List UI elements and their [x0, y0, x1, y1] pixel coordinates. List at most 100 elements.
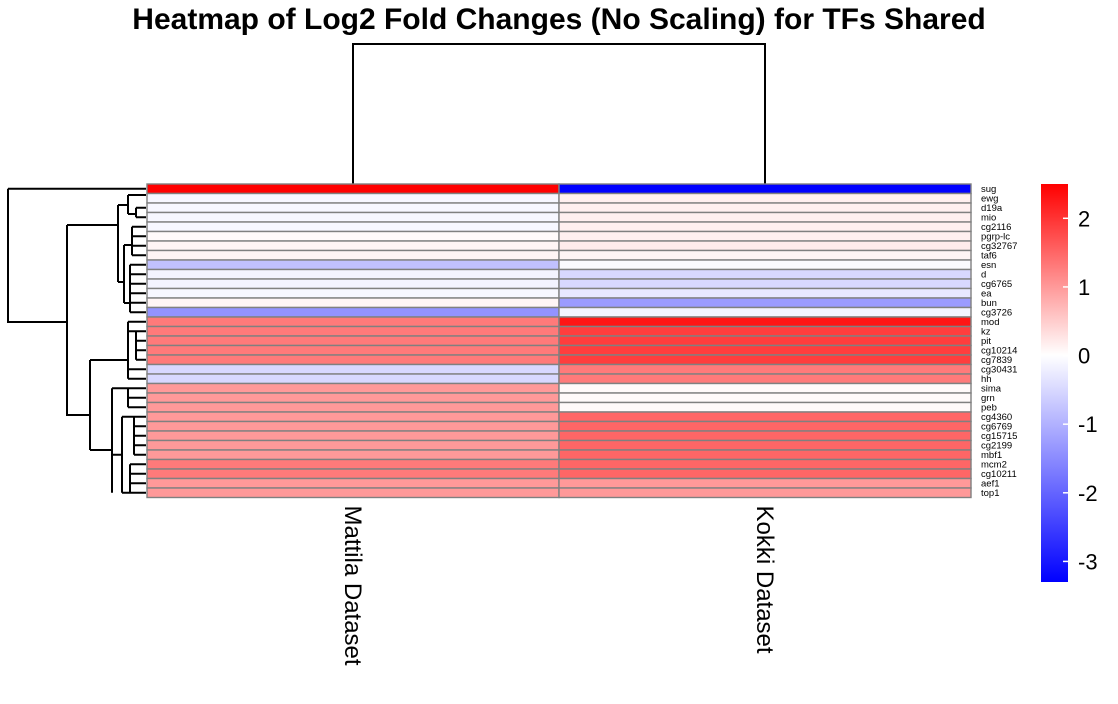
row-dendrogram-branch — [134, 415, 146, 428]
heatmap-cell-d-col1 — [146, 268, 560, 280]
chart-title: Heatmap of Log2 Fold Changes (No Scaling… — [132, 3, 985, 36]
heatmap-cell-hh-col1 — [146, 373, 560, 385]
row-dendrogram-branch — [128, 387, 146, 409]
row-label: pgrp-lc — [981, 232, 1010, 243]
row-label: mcm2 — [981, 460, 1007, 471]
heatmap-cell-mcm2-col2 — [558, 458, 972, 470]
row-label: taf6 — [981, 251, 997, 262]
heatmap-cell-mbf1-col2 — [558, 449, 972, 461]
row-label: d19a — [981, 203, 1003, 214]
heatmap-cell-mod-col2 — [558, 316, 972, 328]
colorbar-gradient — [1041, 184, 1068, 582]
heatmap-cell-sug-col1 — [146, 183, 560, 195]
row-dendrogram-branch — [130, 482, 146, 494]
heatmap-cell-cg30431-col1 — [146, 363, 560, 375]
row-dendrogram-branch — [90, 388, 113, 493]
heatmap-cell-cg7839-col2 — [558, 354, 972, 366]
row-dendrogram-branch — [124, 226, 133, 256]
row-dendrogram-branch — [112, 387, 129, 408]
colorbar-legend: 2 1 0 -1 -2 -3 — [1041, 184, 1098, 582]
heatmap-cell-cg6765-col1 — [146, 278, 560, 290]
row-dendrogram-branch — [122, 415, 135, 455]
row-label: sima — [981, 384, 1002, 395]
heatmap-cell-esn-col1 — [146, 259, 560, 271]
row-label: grn — [981, 393, 995, 404]
row-label: cg7839 — [981, 355, 1012, 366]
colorbar-tick-label: -2 — [1078, 481, 1098, 506]
heatmap-cell-cg32767-col1 — [146, 240, 560, 252]
row-dendrogram-branch — [132, 225, 146, 238]
heatmap-cell-cg3726-col2 — [558, 306, 972, 318]
row-label: cg6769 — [981, 422, 1012, 433]
row-dendrogram-branch — [130, 301, 146, 314]
row-dendrogram-branch — [118, 195, 129, 214]
heatmap-cell-cg10214-col2 — [558, 344, 972, 356]
heatmap-cell-mod-col1 — [146, 316, 560, 328]
row-dendrogram-branch — [130, 463, 146, 475]
heatmap-cell-cg6769-col1 — [146, 420, 560, 432]
heatmap-cell-cg6769-col2 — [558, 420, 972, 432]
heatmap-cell-mcm2-col1 — [146, 458, 560, 470]
heatmap-cell-sima-col2 — [558, 382, 972, 394]
row-dendrogram-branch — [124, 264, 131, 313]
heatmap-cell-ewg-col1 — [146, 192, 560, 204]
heatmap-cell-cg15715-col2 — [558, 430, 972, 442]
row-label: d — [981, 270, 986, 281]
heatmap-cells — [146, 183, 972, 499]
heatmap-cell-taf6-col1 — [146, 249, 560, 261]
row-dendrogram-branch — [136, 206, 146, 219]
row-label: mbf1 — [981, 450, 1002, 461]
row-label: peb — [981, 403, 997, 414]
column-dendrogram — [352, 43, 766, 184]
row-dendrogram-branch — [130, 282, 146, 295]
row-dendrogram-branch — [7, 188, 67, 323]
row-dendrogram-branch — [128, 368, 146, 380]
heatmap-cell-pit-col2 — [558, 335, 972, 347]
heatmap-cell-cg10211-col1 — [146, 468, 560, 480]
column-label: Mattila Dataset — [339, 506, 366, 666]
colorbar-tick-label: 1 — [1078, 275, 1090, 300]
colorbar-tick-label: 2 — [1078, 206, 1090, 231]
heatmap-cell-cg32767-col2 — [558, 240, 972, 252]
row-label: kz — [981, 327, 991, 338]
heatmap-cell-hh-col2 — [558, 373, 972, 385]
heatmap-cell-mio-col1 — [146, 211, 560, 223]
heatmap-cell-mio-col2 — [558, 211, 972, 223]
colorbar-tick-label: -1 — [1078, 412, 1098, 437]
row-label: aef1 — [981, 479, 1000, 490]
row-dendrogram-branch — [130, 263, 146, 276]
row-label: top1 — [981, 488, 1000, 499]
heatmap-cell-kz-col1 — [146, 325, 560, 337]
row-labels: sugewgd19amiocg2116pgrp-lccg32767taf6esn… — [981, 184, 1017, 499]
heatmap-cell-pgrp-lc-col1 — [146, 230, 560, 242]
row-dendrogram-branch — [66, 225, 90, 416]
row-dendrogram-branch — [122, 464, 131, 494]
row-label: cg15715 — [981, 431, 1017, 442]
heatmap-cell-cg2116-col1 — [146, 221, 560, 233]
row-dendrogram-branch — [118, 245, 125, 303]
heatmap-cell-cg6765-col2 — [558, 278, 972, 290]
row-label: cg2116 — [981, 222, 1011, 233]
heatmap-cell-cg30431-col2 — [558, 363, 972, 375]
row-dendrogram-branch — [128, 207, 137, 218]
heatmap-cell-grn-col1 — [146, 392, 560, 404]
row-label: cg30431 — [981, 365, 1017, 376]
row-label: cg4360 — [981, 412, 1012, 423]
heatmap-cell-bun-col2 — [558, 297, 972, 309]
row-label: cg10211 — [981, 469, 1017, 480]
row-dendrogram — [7, 187, 146, 494]
row-label: cg32767 — [981, 241, 1017, 252]
row-label: bun — [981, 298, 997, 309]
heatmap-cell-d-col2 — [558, 268, 972, 280]
row-label: cg6765 — [981, 279, 1012, 290]
heatmap-cell-esn-col2 — [558, 259, 972, 271]
row-dendrogram-branch — [136, 349, 146, 361]
heatmap-cell-aef1-col2 — [558, 477, 972, 489]
heatmap-cell-cg10214-col1 — [146, 344, 560, 356]
row-label: pit — [981, 336, 991, 347]
heatmap-cell-cg2199-col2 — [558, 439, 972, 451]
row-label: cg3726 — [981, 308, 1012, 319]
heatmap-cell-top1-col1 — [146, 487, 560, 499]
heatmap-cell-cg2116-col2 — [558, 221, 972, 233]
